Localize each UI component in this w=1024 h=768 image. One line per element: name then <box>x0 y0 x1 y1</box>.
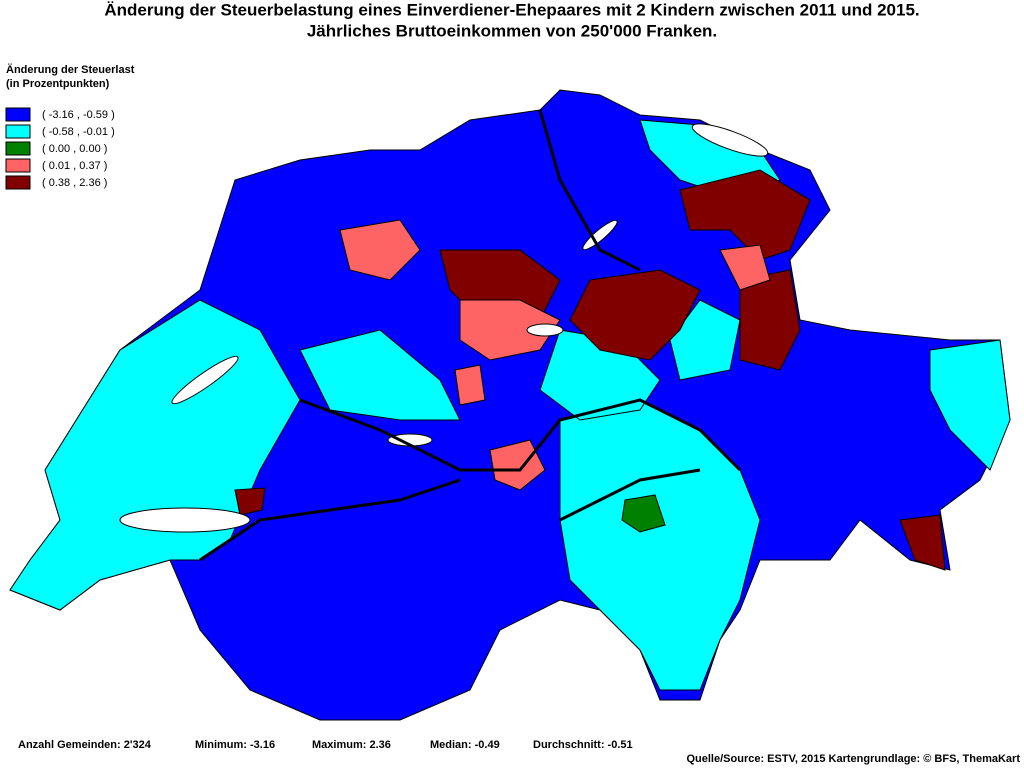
source: Quelle/Source: ESTV, 2015 Kartengrundlag… <box>686 753 1020 765</box>
title: Änderung der Steuerbelastung eines Einve… <box>104 0 919 19</box>
region <box>234 487 266 516</box>
legend-label: ( 0.01 , 0.37 ) <box>42 160 107 172</box>
region <box>569 269 701 361</box>
legend-swatch <box>5 175 31 190</box>
region <box>621 494 666 533</box>
canton-border <box>538 109 641 272</box>
legend-label: ( -0.58 , -0.01 ) <box>42 126 115 138</box>
region <box>454 364 486 406</box>
legend-label: ( -3.16 , -0.59 ) <box>42 109 115 121</box>
footer-stat: Anzahl Gemeinden: 2'324 <box>18 739 152 751</box>
map <box>9 89 1011 721</box>
region <box>929 339 1011 471</box>
title: Jährliches Bruttoeinkommen von 250'000 F… <box>307 21 717 40</box>
region <box>339 219 421 281</box>
region <box>719 244 771 291</box>
legend-swatch <box>5 141 31 156</box>
region <box>679 169 811 261</box>
legend-label: ( 0.38 , 2.36 ) <box>42 177 107 189</box>
legend-title: Änderung der Steuerlast <box>6 63 135 76</box>
footer-stat: Durchschnitt: -0.51 <box>533 739 633 751</box>
footer-stat: Maximum: 2.36 <box>312 739 391 751</box>
region <box>739 269 801 371</box>
legend-title: (in Prozentpunkten) <box>6 78 110 90</box>
legend-swatch <box>5 124 31 139</box>
lake <box>691 123 769 157</box>
legend-swatch <box>5 158 31 173</box>
legend: ( -3.16 , -0.59 ) ( -0.58 , -0.01 ) ( 0.00… <box>5 107 115 190</box>
lake <box>526 323 564 337</box>
region <box>459 299 561 361</box>
lake <box>119 507 251 533</box>
region <box>489 439 546 491</box>
legend-swatch <box>5 107 31 122</box>
legend-label: ( 0.00 , 0.00 ) <box>42 143 107 155</box>
canton-border <box>559 468 701 522</box>
canton-border <box>199 478 461 562</box>
footer: Anzahl Gemeinden: 2'324 Minimum: -3.16 Max… <box>18 739 633 751</box>
lake <box>582 219 618 251</box>
region <box>899 514 946 571</box>
footer-stat: Median: -0.49 <box>430 739 500 751</box>
canton-border <box>299 398 742 472</box>
footer-stat: Minimum: -3.16 <box>195 739 275 751</box>
lake <box>171 355 239 405</box>
